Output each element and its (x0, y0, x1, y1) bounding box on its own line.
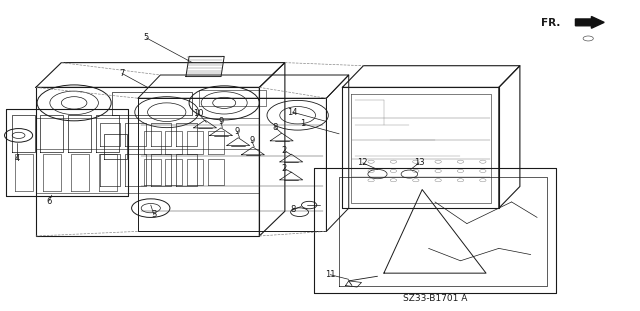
Text: 1: 1 (300, 119, 305, 128)
Text: 3: 3 (151, 211, 157, 220)
Text: 14: 14 (287, 108, 298, 117)
Text: 5: 5 (143, 33, 149, 42)
Text: 13: 13 (413, 158, 424, 167)
Text: 12: 12 (358, 158, 368, 167)
Text: 9: 9 (234, 127, 239, 136)
FancyArrow shape (575, 16, 604, 28)
Text: 2: 2 (282, 146, 287, 155)
Text: 10: 10 (193, 109, 204, 118)
Text: 9: 9 (218, 117, 223, 126)
Text: SZ33-B1701 A: SZ33-B1701 A (403, 294, 467, 303)
Text: FR.: FR. (541, 18, 560, 28)
Text: 6: 6 (46, 197, 51, 206)
Text: 9: 9 (249, 136, 254, 145)
Text: 4: 4 (15, 154, 20, 163)
Text: 2: 2 (282, 164, 287, 173)
Text: 11: 11 (325, 270, 335, 279)
Text: 8: 8 (291, 205, 296, 214)
Text: 8: 8 (273, 123, 278, 132)
Text: 7: 7 (119, 69, 125, 78)
